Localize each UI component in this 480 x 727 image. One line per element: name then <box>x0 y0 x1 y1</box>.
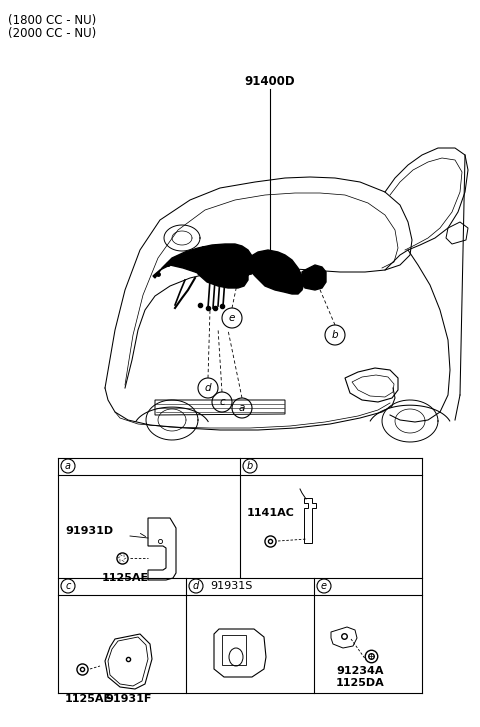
Text: c: c <box>219 397 225 407</box>
Text: 91931F: 91931F <box>105 694 151 704</box>
Text: d: d <box>193 581 199 591</box>
Text: b: b <box>247 461 253 471</box>
Text: 1141AC: 1141AC <box>247 508 295 518</box>
Text: c: c <box>65 581 71 591</box>
Text: a: a <box>239 403 245 413</box>
Text: 1125DA: 1125DA <box>336 678 385 688</box>
Text: e: e <box>229 313 235 323</box>
Text: 91931S: 91931S <box>210 581 252 591</box>
Text: (2000 CC - NU): (2000 CC - NU) <box>8 27 96 40</box>
Text: b: b <box>332 330 338 340</box>
Polygon shape <box>248 250 304 294</box>
Text: a: a <box>65 461 71 471</box>
Text: 1125AE: 1125AE <box>65 694 112 704</box>
Text: e: e <box>321 581 327 591</box>
Polygon shape <box>198 252 248 288</box>
Text: 91234A: 91234A <box>336 666 384 676</box>
Text: 91931D: 91931D <box>65 526 113 536</box>
Text: 1125AE: 1125AE <box>102 573 149 583</box>
Text: 91400D: 91400D <box>245 75 295 88</box>
Text: (1800 CC - NU): (1800 CC - NU) <box>8 14 96 27</box>
Polygon shape <box>302 265 326 290</box>
Text: d: d <box>204 383 211 393</box>
Polygon shape <box>153 244 255 280</box>
